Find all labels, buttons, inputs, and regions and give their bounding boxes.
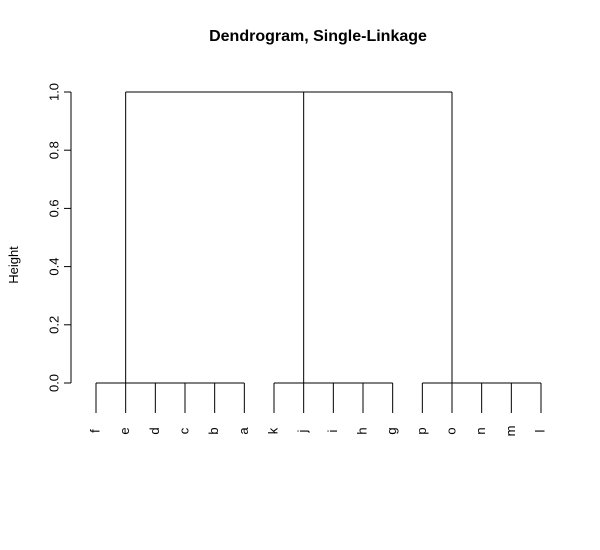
y-tick-label: 0.2 (46, 316, 61, 334)
y-tick-label: 1.0 (46, 83, 61, 101)
leaf-label: p (414, 427, 429, 434)
leaf-label: f (87, 429, 102, 433)
leaf-label: h (354, 427, 369, 434)
leaf-label: g (384, 427, 399, 434)
leaf-label: e (117, 427, 132, 434)
y-tick-label: 0.6 (46, 199, 61, 217)
leaf-label: m (503, 426, 518, 437)
y-axis-label: Height (6, 246, 21, 284)
leaf-label: b (206, 427, 221, 434)
leaf-label: l (532, 429, 547, 432)
y-tick-label: 0.0 (46, 374, 61, 392)
leaf-label: c (176, 427, 191, 434)
leaf-label: n (473, 427, 488, 434)
leaf-label: k (265, 427, 280, 434)
leaf-label: j (295, 429, 310, 433)
leaf-label: o (443, 427, 458, 434)
leaf-label: a (236, 427, 251, 435)
chart-title: Dendrogram, Single-Linkage (209, 28, 427, 45)
leaf-label: i (325, 429, 340, 432)
y-tick-label: 0.4 (46, 258, 61, 276)
y-tick-label: 0.8 (46, 141, 61, 159)
leaf-label: d (147, 427, 162, 434)
